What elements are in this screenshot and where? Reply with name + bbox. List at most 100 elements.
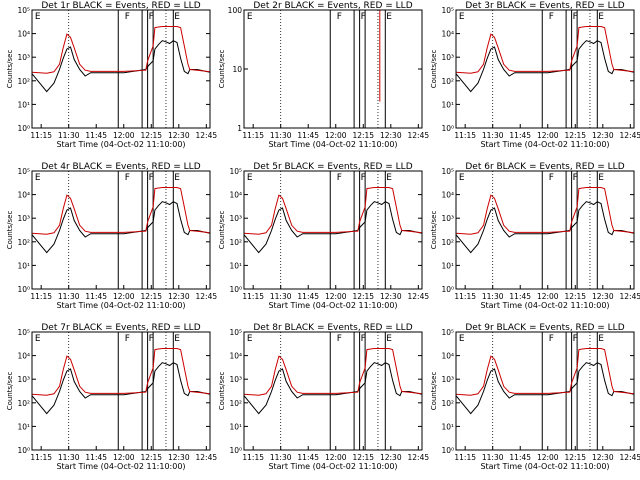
x-tick-label: 11:15 <box>454 131 476 140</box>
events-series-line <box>243 201 423 254</box>
x-tick-label: 11:30 <box>58 453 80 462</box>
y-tick-label: 10² <box>441 77 454 86</box>
flag-label: E <box>459 12 465 22</box>
x-tick-label: 12:15 <box>564 292 586 301</box>
x-tick-label: 12:00 <box>113 453 135 462</box>
x-tick-label: 11:30 <box>270 292 292 301</box>
y-axis-label: Counts/sec <box>6 211 14 250</box>
y-tick-label: 10¹ <box>441 100 454 109</box>
y-axis-label: Counts/sec <box>430 372 438 411</box>
y-tick-label: 10⁴ <box>229 191 242 200</box>
x-tick-label: 11:45 <box>509 453 531 462</box>
x-tick-label: 11:45 <box>297 131 319 140</box>
flag-label: F <box>125 12 130 22</box>
x-tick-label: 12:45 <box>620 292 640 301</box>
x-tick-label: 11:15 <box>454 453 476 462</box>
lld-series-line <box>31 187 211 235</box>
x-tick-label: 12:30 <box>168 131 190 140</box>
x-tick-label: 11:45 <box>297 453 319 462</box>
x-axis-label: Start Time (04-Oct-02 11:10:00) <box>56 140 185 149</box>
y-tick-label: 10⁵ <box>229 328 242 337</box>
flag-label: E <box>386 334 392 344</box>
flag-label: E <box>386 12 392 22</box>
y-tick-label: 10⁵ <box>441 6 454 15</box>
flag-label: E <box>35 12 41 22</box>
x-tick-label: 11:30 <box>270 131 292 140</box>
x-tick-label: 11:15 <box>30 453 52 462</box>
plot-frame <box>243 331 423 451</box>
x-axis-label: Start Time (04-Oct-02 11:10:00) <box>56 462 185 471</box>
x-tick-label: 12:00 <box>325 131 347 140</box>
x-axis-label: Start Time (04-Oct-02 11:10:00) <box>268 301 397 310</box>
flag-label: E <box>459 173 465 183</box>
flag-label: E <box>174 12 180 22</box>
x-tick-label: 11:45 <box>85 292 107 301</box>
lld-series-line <box>31 26 211 74</box>
plot-frame <box>455 170 635 290</box>
x-tick-label: 12:00 <box>325 292 347 301</box>
events-series-line <box>455 362 635 415</box>
y-tick-label: 10¹ <box>229 422 242 431</box>
y-tick-label: 10⁴ <box>17 30 30 39</box>
flag-label: F <box>549 173 554 183</box>
y-axis-label: Counts/sec <box>218 372 226 411</box>
x-tick-label: 12:15 <box>140 131 162 140</box>
y-tick-label: 10² <box>441 399 454 408</box>
x-tick-label: 11:30 <box>482 292 504 301</box>
x-tick-label: 12:00 <box>537 453 559 462</box>
x-tick-label: 12:15 <box>140 292 162 301</box>
x-tick-label: 12:15 <box>352 292 374 301</box>
y-tick-label: 10⁰ <box>17 446 30 455</box>
y-tick-label: 1 <box>237 124 242 133</box>
x-tick-label: 12:45 <box>408 292 430 301</box>
y-tick-label: 10⁴ <box>441 30 454 39</box>
y-tick-label: 10² <box>441 238 454 247</box>
x-tick-label: 12:45 <box>408 131 430 140</box>
events-series-line <box>31 201 211 254</box>
plot-frame <box>31 170 211 290</box>
y-tick-label: 10⁰ <box>229 446 242 455</box>
flag-label: F <box>361 12 366 22</box>
x-tick-label: 11:15 <box>242 453 264 462</box>
y-tick-label: 10³ <box>229 214 242 223</box>
lld-series-line <box>243 187 423 235</box>
x-tick-label: 12:45 <box>196 453 218 462</box>
flag-label: F <box>149 173 154 183</box>
lld-series-line <box>455 348 635 396</box>
x-tick-label: 12:15 <box>564 131 586 140</box>
x-tick-label: 12:45 <box>408 453 430 462</box>
flag-label: F <box>337 334 342 344</box>
y-tick-label: 10⁵ <box>229 167 242 176</box>
flag-label: E <box>386 173 392 183</box>
x-tick-label: 12:15 <box>352 453 374 462</box>
x-tick-label: 12:45 <box>620 131 640 140</box>
x-tick-label: 12:30 <box>168 292 190 301</box>
x-tick-label: 11:15 <box>242 292 264 301</box>
plot-frame <box>31 9 211 129</box>
panel-title: Det 7r BLACK = Events, RED = LLD <box>41 323 200 333</box>
x-tick-label: 12:30 <box>592 131 614 140</box>
x-tick-label: 11:45 <box>85 131 107 140</box>
y-tick-label: 10³ <box>17 375 30 384</box>
y-tick-label: 10³ <box>441 214 454 223</box>
x-tick-label: 11:45 <box>509 292 531 301</box>
y-tick-label: 10¹ <box>17 261 30 270</box>
y-tick-label: 10⁰ <box>441 285 454 294</box>
panel-title: Det 5r BLACK = Events, RED = LLD <box>253 162 412 172</box>
panel-title: Det 3r BLACK = Events, RED = LLD <box>465 1 624 11</box>
flag-label: F <box>361 173 366 183</box>
events-series-line <box>31 40 211 93</box>
x-tick-label: 11:45 <box>297 292 319 301</box>
x-tick-label: 12:30 <box>592 453 614 462</box>
x-tick-label: 12:45 <box>196 131 218 140</box>
y-axis-label: Counts/sec <box>430 50 438 89</box>
flag-label: F <box>149 334 154 344</box>
y-tick-label: 10² <box>17 238 30 247</box>
